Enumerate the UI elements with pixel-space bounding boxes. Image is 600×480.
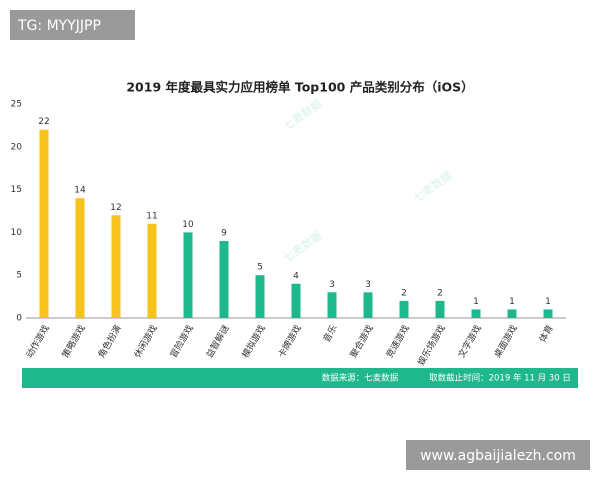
value-label: 5 [257, 263, 263, 273]
value-label: 3 [329, 280, 335, 290]
footer-band [22, 368, 578, 388]
bar [39, 129, 49, 318]
value-label: 22 [38, 117, 49, 127]
bar [435, 300, 445, 318]
value-label: 2 [437, 288, 443, 298]
y-tick-label: 0 [16, 314, 22, 324]
bar [471, 309, 481, 318]
bar [543, 309, 553, 318]
value-label: 9 [221, 228, 227, 238]
y-tick-label: 25 [11, 100, 22, 110]
badge-bg [406, 440, 590, 470]
value-label: 10 [182, 220, 194, 230]
y-tick-label: 5 [16, 271, 22, 281]
y-tick-label: 10 [11, 228, 23, 238]
bar [399, 300, 409, 318]
value-label: 12 [110, 203, 121, 213]
y-tick-label: 20 [11, 142, 23, 152]
value-label: 3 [365, 280, 371, 290]
y-tick-label: 15 [11, 185, 22, 195]
bar [327, 292, 337, 318]
bar [255, 275, 265, 318]
bar [363, 292, 373, 318]
bar [291, 283, 301, 318]
value-label: 1 [473, 297, 479, 307]
bar [111, 215, 121, 318]
value-label: 1 [509, 297, 515, 307]
value-label: 4 [293, 271, 299, 281]
value-label: 2 [401, 288, 407, 298]
badge-bg [10, 10, 135, 40]
badge-text: www.agbaijialezh.com [420, 448, 576, 464]
cutoff: 取数截止时间：2019 年 11 月 30 日 [429, 373, 571, 384]
bar [219, 240, 229, 318]
chart-title: 2019 年度最具实力应用榜单 Top100 产品类别分布（iOS） [126, 80, 473, 95]
value-label: 14 [74, 186, 86, 196]
bar [507, 309, 517, 318]
value-label: 1 [545, 297, 551, 307]
badge-text: TG: MYYJJPP [17, 18, 101, 34]
source: 数据来源：七麦数据 [322, 373, 399, 384]
value-label: 11 [146, 211, 157, 221]
bar [183, 232, 193, 318]
bar [75, 198, 85, 318]
bar [147, 223, 157, 318]
